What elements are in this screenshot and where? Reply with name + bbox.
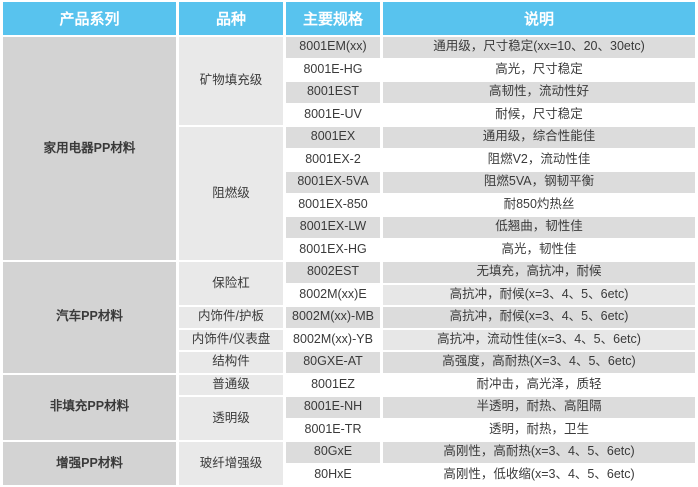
variety-cell: 内饰件/护板	[179, 307, 283, 328]
table-row: 家用电器PP材料 矿物填充级 8001EM(xx) 通用级，尺寸稳定(xx=10、20…	[3, 37, 695, 260]
description-cell: 无填充，高抗冲，耐候	[383, 262, 695, 283]
variety-cell: 普通级	[179, 374, 283, 395]
description-cell: 阻燃V2，流动性佳	[383, 149, 695, 170]
spec-cell: 8002EST	[286, 262, 380, 283]
spec-cell: 8002M(xx)E	[286, 284, 380, 305]
spec-cell: 80GxE	[286, 442, 380, 463]
column-header-description: 说明	[383, 2, 695, 35]
description-cell: 高强度，高耐热(X=3、4、5、6etc)	[383, 352, 695, 373]
table-row: 8001EST 高韧性，流动性好	[3, 82, 695, 103]
description-cell: 高刚性，低收缩(x=3、4、5、6etc)	[383, 464, 695, 485]
table-row: 80HxE 高刚性，低收缩(x=3、4、5、6etc)	[3, 464, 695, 485]
description-cell: 低翘曲，韧性佳	[383, 217, 695, 238]
table-row: 8001EX-850 耐850灼热丝	[3, 194, 695, 215]
table-row: 透明级 8001E-NH 半透明，耐热、高阻隔	[3, 397, 695, 440]
spec-cell: 8001EX-850	[286, 194, 380, 215]
spec-cell: 8002M(xx)-MB	[286, 307, 380, 328]
spec-cell: 8001E-UV	[286, 104, 380, 125]
table-row: 8001E-TR 透明，耐热，卫生	[3, 419, 695, 440]
table-row: 阻燃级 8001EX 通用级，综合性能佳	[3, 127, 695, 260]
table-row: 8001E-UV 耐候，尺寸稳定	[3, 104, 695, 125]
description-cell: 高韧性，流动性好	[383, 82, 695, 103]
description-cell: 半透明，耐热、高阻隔	[383, 397, 695, 418]
variety-cell: 结构件	[179, 352, 283, 373]
column-header-spec: 主要规格	[286, 2, 380, 35]
table-row: 增强PP材料 玻纤增强级 80GxE 高刚性，高耐热(x=3、4、5、6etc)	[3, 442, 695, 485]
table-row: 8001EX-HG 高光，韧性佳	[3, 239, 695, 260]
column-header-series: 产品系列	[3, 2, 176, 35]
table-row: 8001EX-LW 低翘曲，韧性佳	[3, 217, 695, 238]
table-row: 结构件 80GXE-AT 高强度，高耐热(X=3、4、5、6etc)	[3, 352, 695, 373]
description-cell: 高抗冲，耐候(x=3、4、5、6etc)	[383, 307, 695, 328]
variety-cell: 保险杠	[179, 262, 283, 305]
description-cell: 耐850灼热丝	[383, 194, 695, 215]
variety-cell: 矿物填充级	[179, 37, 283, 125]
description-cell: 通用级，尺寸稳定(xx=10、20、30etc)	[383, 37, 695, 58]
spec-cell: 8002M(xx)-YB	[286, 329, 380, 350]
spec-cell: 8001EX-2	[286, 149, 380, 170]
spec-cell: 8001EM(xx)	[286, 37, 380, 58]
description-cell: 阻燃5VA，钢韧平衡	[383, 172, 695, 193]
column-header-variety: 品种	[179, 2, 283, 35]
spec-cell: 8001E-HG	[286, 59, 380, 80]
description-cell: 高抗冲，耐候(x=3、4、5、6etc)	[383, 284, 695, 305]
table-row: 8002M(xx)E 高抗冲，耐候(x=3、4、5、6etc)	[3, 284, 695, 305]
header-row: 产品系列 品种 主要规格 说明	[3, 2, 695, 35]
table-body: 家用电器PP材料 矿物填充级 8001EM(xx) 通用级，尺寸稳定(xx=10、20…	[3, 37, 695, 485]
spec-cell: 80HxE	[286, 464, 380, 485]
series-cell: 汽车PP材料	[3, 262, 176, 373]
spec-cell: 8001EZ	[286, 374, 380, 395]
variety-cell: 内饰件/仪表盘	[179, 329, 283, 350]
table-row: 内饰件/仪表盘 8002M(xx)-YB 高抗冲，流动性佳(x=3、4、5、6etc…	[3, 329, 695, 350]
description-cell: 高光，韧性佳	[383, 239, 695, 260]
spec-cell: 8001EX-HG	[286, 239, 380, 260]
description-cell: 高光，尺寸稳定	[383, 59, 695, 80]
description-cell: 通用级，综合性能佳	[383, 127, 695, 148]
spec-cell: 8001EX-LW	[286, 217, 380, 238]
table-row: 内饰件/护板 8002M(xx)-MB 高抗冲，耐候(x=3、4、5、6etc)	[3, 307, 695, 328]
series-cell: 家用电器PP材料	[3, 37, 176, 260]
description-cell: 耐冲击，高光泽，质轻	[383, 374, 695, 395]
spec-cell: 8001EX-5VA	[286, 172, 380, 193]
spec-cell: 8001E-TR	[286, 419, 380, 440]
series-cell: 非填充PP材料	[3, 374, 176, 440]
variety-cell: 阻燃级	[179, 127, 283, 260]
variety-cell: 透明级	[179, 397, 283, 440]
series-cell: 增强PP材料	[3, 442, 176, 485]
table-row: 非填充PP材料 普通级 8001EZ 耐冲击，高光泽，质轻	[3, 374, 695, 440]
table-row: 8001E-HG 高光，尺寸稳定	[3, 59, 695, 80]
table-row: 8001EX-5VA 阻燃5VA，钢韧平衡	[3, 172, 695, 193]
table-row: 汽车PP材料 保险杠 8002EST 无填充，高抗冲，耐候	[3, 262, 695, 373]
spec-cell: 8001EST	[286, 82, 380, 103]
spec-cell: 8001E-NH	[286, 397, 380, 418]
description-cell: 透明，耐热，卫生	[383, 419, 695, 440]
spec-cell: 8001EX	[286, 127, 380, 148]
spec-cell: 80GXE-AT	[286, 352, 380, 373]
description-cell: 高刚性，高耐热(x=3、4、5、6etc)	[383, 442, 695, 463]
description-cell: 耐候，尺寸稳定	[383, 104, 695, 125]
variety-cell: 玻纤增强级	[179, 442, 283, 485]
description-cell: 高抗冲，流动性佳(x=3、4、5、6etc)	[383, 329, 695, 350]
table-row: 8001EX-2 阻燃V2，流动性佳	[3, 149, 695, 170]
